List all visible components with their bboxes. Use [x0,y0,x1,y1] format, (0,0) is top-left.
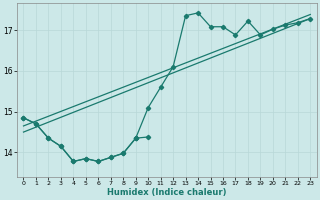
X-axis label: Humidex (Indice chaleur): Humidex (Indice chaleur) [107,188,227,197]
